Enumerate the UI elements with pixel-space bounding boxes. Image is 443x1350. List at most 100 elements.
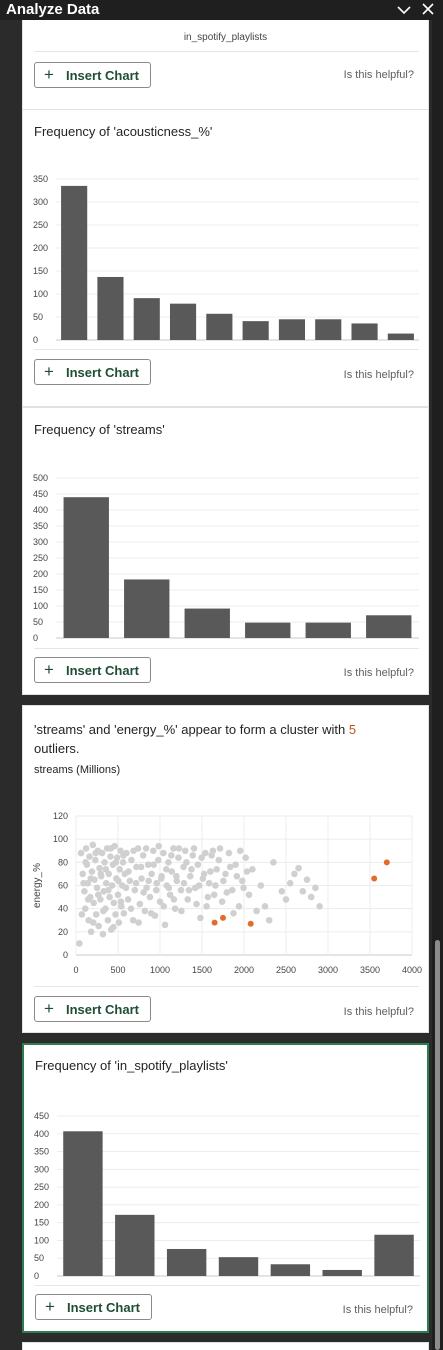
y-tick-label: 300: [33, 197, 48, 207]
scatter-point: [168, 868, 176, 875]
scatter-point: [183, 859, 190, 866]
insert-chart-button[interactable]: + Insert Chart: [34, 996, 151, 1022]
insert-chart-button[interactable]: + Insert Chart: [34, 62, 151, 88]
scatter-point: [235, 903, 243, 910]
histogram-streams: 050100150200250300350400450500streams: [33, 473, 419, 643]
histogram-acousticness: 050100150200250300350acousticness_%: [33, 174, 419, 345]
insert-chart-label: Insert Chart: [66, 365, 139, 380]
x-tick-label: 500: [110, 965, 125, 975]
scatter-point: [92, 911, 100, 918]
scatter-point: [81, 905, 89, 912]
outlier-count: 5: [348, 722, 357, 737]
bar: [124, 579, 170, 638]
scatter-point: [139, 852, 147, 859]
scatter-point: [106, 893, 113, 901]
scatter-point: [299, 887, 307, 895]
is-this-helpful-link[interactable]: Is this helpful?: [343, 667, 414, 679]
scatter-point: [126, 877, 134, 885]
scatter-point: [102, 865, 110, 873]
scatter-point: [86, 853, 93, 860]
scatter-point: [119, 859, 127, 866]
card-divider: [34, 349, 419, 350]
insert-chart-button[interactable]: + Insert Chart: [35, 1294, 152, 1320]
scatter-point: [200, 870, 208, 878]
scatter-point: [92, 856, 99, 864]
scatter-point: [202, 849, 209, 857]
plus-icon: +: [44, 65, 54, 84]
scatter-point: [99, 930, 107, 938]
scatter-point: [165, 884, 173, 892]
scatter-point: [215, 856, 223, 864]
x-tick-label: 3500: [360, 965, 380, 975]
scatter-point: [144, 861, 152, 868]
scatter-point: [148, 870, 155, 878]
y-tick-label: 400: [33, 505, 48, 515]
pane-options-chevron-icon[interactable]: [394, 0, 414, 20]
scatter-point: [197, 914, 204, 922]
scatter-point: [138, 875, 145, 882]
card-divider: [34, 986, 419, 987]
bar: [115, 1214, 155, 1276]
scatter-point: [82, 845, 90, 852]
scatter-point: [291, 870, 298, 878]
scatter-point: [116, 865, 123, 873]
outlier-point: [383, 859, 390, 866]
scatter-point: [112, 859, 120, 866]
close-pane-icon[interactable]: [418, 0, 438, 20]
bar: [374, 1234, 414, 1276]
scatter-point: [147, 910, 155, 917]
bar: [63, 1131, 103, 1276]
y-tick-label: 200: [33, 569, 48, 579]
is-this-helpful-link[interactable]: Is this helpful?: [343, 69, 414, 81]
scatter-point: [205, 879, 213, 887]
insight-card-partial: in_spotify_playlists + Insert Chart Is t…: [22, 20, 429, 118]
scatter-point: [223, 889, 231, 896]
is-this-helpful-link[interactable]: Is this helpful?: [343, 369, 414, 381]
scatter-point: [96, 864, 103, 872]
histogram-in-spotify-playlists: 050100150200250300350400450in_spotify_pl…: [34, 1111, 420, 1280]
y-tick-label: 20: [58, 927, 68, 937]
x-tick-label: 2000: [234, 965, 254, 975]
scatter-point: [233, 872, 241, 880]
is-this-helpful-link[interactable]: Is this helpful?: [342, 1304, 413, 1316]
scatter-point: [76, 940, 83, 947]
scatter-point: [188, 865, 195, 873]
y-tick-label: 40: [58, 904, 68, 914]
scatter-point: [97, 870, 105, 878]
analyze-data-pane[interactable]: in_spotify_playlists + Insert Chart Is t…: [0, 20, 443, 1350]
scatter-point: [115, 919, 123, 926]
bar: [270, 1264, 311, 1276]
scatter-point: [165, 859, 172, 866]
scatter-point: [133, 863, 140, 871]
scatter-point: [228, 886, 236, 894]
insert-chart-button[interactable]: + Insert Chart: [34, 359, 151, 385]
scrollbar-thumb[interactable]: [435, 940, 440, 1350]
scatter-point: [190, 845, 198, 852]
scatter-point: [140, 889, 147, 896]
x-tick-label: 4000: [402, 965, 422, 975]
insert-chart-button[interactable]: + Insert Chart: [34, 657, 151, 683]
is-this-helpful-link[interactable]: Is this helpful?: [343, 1006, 414, 1018]
card-title: Frequency of 'in_spotify_playlists': [35, 1058, 228, 1073]
insight-card-in-spotify-playlists[interactable]: Frequency of 'in_spotify_playlists' 0 50 1…: [22, 1043, 429, 1333]
scatter-point: [107, 845, 115, 852]
scatter-point: [155, 856, 162, 864]
bar: [366, 615, 412, 638]
scatter-point: [186, 872, 194, 880]
scatter-point: [124, 896, 132, 903]
scatter-point: [77, 849, 85, 857]
scatter-point: [193, 900, 200, 908]
scatter-point: [101, 859, 108, 866]
scatter-point: [132, 879, 140, 887]
x-axis-label: in_spotify_playlists: [183, 32, 268, 43]
outlier-point: [211, 919, 218, 926]
scatter-point: [175, 845, 183, 852]
x-tick-label: 1000: [150, 965, 170, 975]
scatter-point: [210, 891, 218, 899]
scatter-point: [95, 922, 102, 930]
bar: [133, 298, 160, 340]
plus-icon: +: [44, 362, 54, 381]
scatter-point: [170, 845, 177, 852]
pane-scrollbar[interactable]: [432, 20, 443, 1350]
scatter-point: [249, 865, 256, 873]
